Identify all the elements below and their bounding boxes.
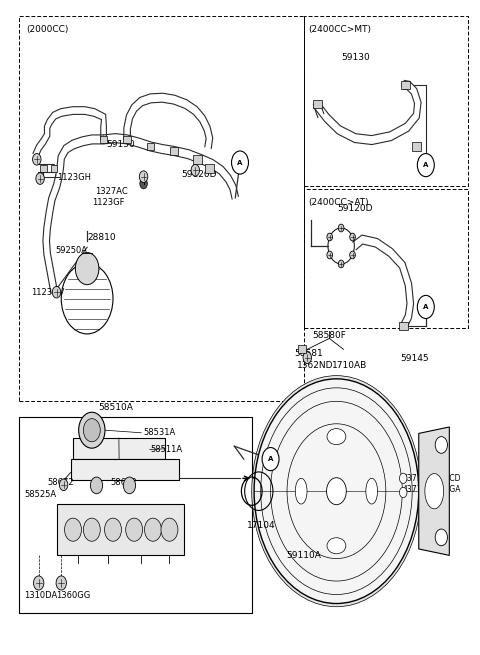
Text: 58672: 58672 [110, 478, 137, 487]
Circle shape [34, 576, 44, 590]
Bar [57, 504, 183, 555]
Text: 1362ND: 1362ND [298, 361, 334, 370]
Circle shape [60, 479, 68, 491]
Bar [401, 81, 410, 88]
Circle shape [84, 419, 100, 441]
Text: 1327AC: 1327AC [95, 187, 128, 196]
Ellipse shape [366, 478, 378, 504]
Circle shape [64, 518, 82, 541]
Bar [40, 165, 47, 172]
Text: 58531A: 58531A [144, 428, 176, 438]
Circle shape [126, 518, 143, 541]
Bar [123, 136, 131, 143]
Bar [313, 100, 322, 108]
Circle shape [327, 251, 333, 259]
Circle shape [144, 518, 161, 541]
Circle shape [84, 518, 100, 541]
Ellipse shape [327, 428, 346, 445]
Text: A: A [423, 304, 429, 310]
Circle shape [327, 233, 333, 241]
Circle shape [161, 518, 178, 541]
Text: 59130: 59130 [341, 54, 370, 62]
Text: 28810: 28810 [87, 233, 116, 242]
Text: 1339CD: 1339CD [431, 474, 461, 483]
Text: 59110A: 59110A [286, 551, 321, 560]
Text: 43779A: 43779A [402, 485, 432, 494]
Text: 59130: 59130 [106, 140, 135, 149]
Ellipse shape [295, 478, 307, 504]
Circle shape [417, 153, 434, 177]
Bar [71, 459, 179, 480]
Circle shape [254, 379, 419, 603]
Bar [412, 142, 420, 151]
Text: 1310DA: 1310DA [24, 591, 58, 601]
Bar [73, 438, 165, 459]
Text: 1123GH: 1123GH [58, 174, 92, 183]
Circle shape [435, 437, 447, 453]
Bar [170, 147, 178, 155]
Circle shape [231, 151, 249, 174]
Circle shape [105, 518, 121, 541]
Bar [205, 164, 214, 173]
Text: 59145: 59145 [400, 354, 429, 363]
Bar [147, 143, 155, 151]
Circle shape [350, 251, 355, 259]
Text: 58581: 58581 [294, 349, 323, 358]
Bar [51, 165, 58, 172]
Circle shape [33, 153, 41, 165]
Circle shape [52, 286, 61, 298]
Text: 17104: 17104 [247, 521, 276, 530]
Bar [19, 417, 252, 613]
Polygon shape [419, 427, 449, 555]
Circle shape [79, 412, 105, 448]
Circle shape [350, 233, 355, 241]
Text: A: A [423, 162, 429, 168]
Text: 59120D: 59120D [337, 204, 373, 214]
Text: A: A [237, 160, 243, 166]
Circle shape [338, 224, 344, 232]
Text: A: A [268, 456, 273, 462]
Text: 58525A: 58525A [24, 490, 57, 499]
Text: (2400CC>AT): (2400CC>AT) [308, 198, 369, 207]
Circle shape [36, 173, 44, 184]
Circle shape [140, 179, 147, 189]
Circle shape [191, 164, 200, 176]
Circle shape [262, 447, 279, 471]
Text: 59250A: 59250A [56, 246, 88, 255]
Circle shape [252, 375, 421, 607]
Text: 58511A: 58511A [151, 445, 183, 454]
Text: 58510A: 58510A [98, 403, 133, 411]
Bar [299, 345, 306, 353]
Circle shape [303, 352, 312, 364]
Bar [100, 136, 108, 143]
Bar [399, 322, 408, 330]
Text: (2400CC>MT): (2400CC>MT) [308, 24, 371, 33]
Circle shape [75, 253, 99, 285]
Text: 59120D: 59120D [181, 170, 216, 179]
Text: 1123GF: 1123GF [92, 198, 124, 207]
Text: 1339GA: 1339GA [431, 485, 461, 494]
Circle shape [399, 487, 407, 498]
Text: 1710AB: 1710AB [332, 361, 367, 370]
Circle shape [326, 477, 346, 504]
Text: 43777B: 43777B [402, 474, 432, 483]
Text: (2000CC): (2000CC) [26, 24, 68, 33]
Circle shape [417, 295, 434, 318]
Circle shape [56, 576, 66, 590]
Circle shape [435, 529, 447, 546]
Ellipse shape [327, 538, 346, 553]
Circle shape [123, 477, 135, 494]
Ellipse shape [425, 474, 444, 509]
Circle shape [328, 228, 354, 264]
Circle shape [90, 477, 103, 494]
Circle shape [139, 171, 148, 183]
Circle shape [399, 473, 407, 483]
Text: 58580F: 58580F [312, 331, 346, 340]
Bar [193, 155, 202, 164]
Text: 1123GV: 1123GV [31, 288, 64, 297]
Circle shape [61, 263, 113, 334]
Text: 1360GG: 1360GG [56, 591, 90, 601]
Circle shape [338, 260, 344, 268]
Text: 58672: 58672 [47, 478, 74, 487]
